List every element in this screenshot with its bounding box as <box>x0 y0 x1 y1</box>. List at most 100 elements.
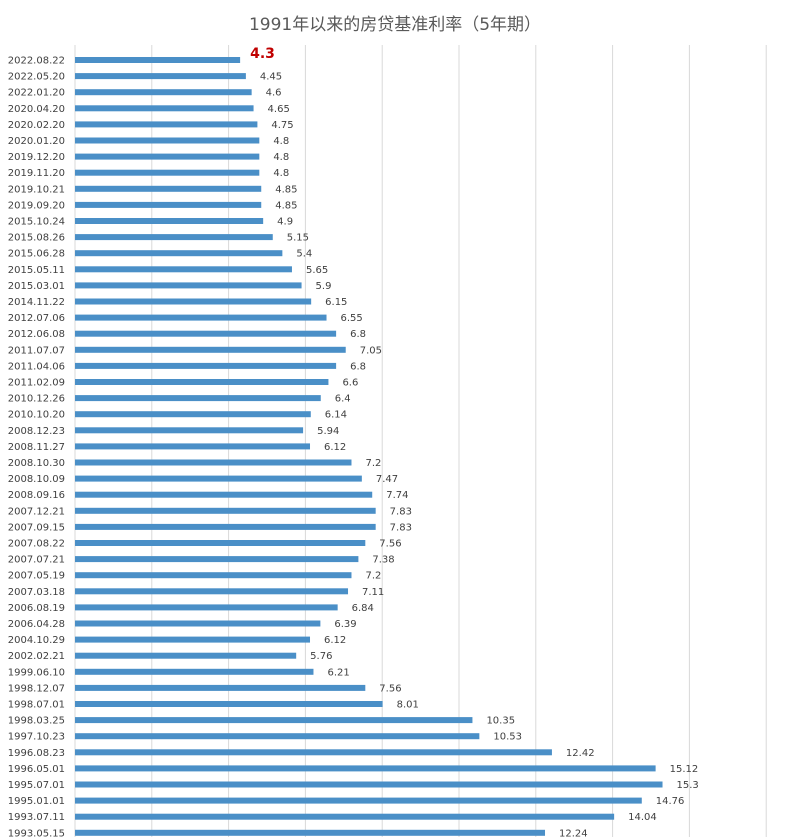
bar <box>75 379 329 385</box>
value-label: 7.2 <box>365 458 381 469</box>
value-label: 4.8 <box>273 168 289 179</box>
bar <box>75 684 366 691</box>
category-label: 1993.05.15 <box>8 828 65 837</box>
bar <box>75 282 302 289</box>
bar <box>75 733 480 740</box>
bar <box>75 620 321 627</box>
category-label: 2010.12.26 <box>8 394 65 405</box>
bar <box>75 89 252 96</box>
category-label: 2006.08.19 <box>8 603 65 614</box>
bar <box>75 765 656 772</box>
category-label: 2022.05.20 <box>8 72 65 83</box>
value-label: 7.11 <box>362 587 384 598</box>
value-label: 6.6 <box>342 378 358 389</box>
bar <box>75 475 362 482</box>
category-label: 2015.05.11 <box>8 265 65 276</box>
category-label: 2007.09.15 <box>8 522 65 533</box>
category-label: 2008.09.16 <box>8 490 65 501</box>
bar <box>75 121 258 128</box>
bar <box>75 443 311 450</box>
bar <box>75 556 359 563</box>
value-label: 6.21 <box>327 667 349 678</box>
bar <box>75 105 254 112</box>
bar <box>75 330 337 337</box>
value-label: 4.85 <box>275 200 297 211</box>
value-label: 4.45 <box>260 72 282 83</box>
bar <box>75 427 304 434</box>
value-label: 7.56 <box>379 539 401 550</box>
category-label: 2014.11.22 <box>8 297 65 308</box>
value-label: 12.24 <box>559 828 588 837</box>
value-label: 7.2 <box>365 571 381 582</box>
category-label: 1996.05.01 <box>8 764 65 775</box>
category-label: 1996.08.23 <box>8 748 65 759</box>
bar <box>75 636 311 643</box>
bar <box>75 781 663 788</box>
value-label: 4.8 <box>273 152 289 163</box>
bar <box>75 57 241 63</box>
category-label: 1993.07.11 <box>8 812 65 823</box>
bar <box>75 540 366 546</box>
bar <box>75 362 337 369</box>
category-label: 2011.07.07 <box>8 345 65 356</box>
category-label: 2022.08.22 <box>8 56 65 67</box>
category-label: 2007.07.21 <box>8 555 65 566</box>
category-label: 2012.07.06 <box>8 313 65 324</box>
category-label: 2004.10.29 <box>8 635 65 646</box>
category-label: 2007.03.18 <box>8 587 65 598</box>
category-label: 2007.05.19 <box>8 571 65 582</box>
bar <box>75 588 349 595</box>
bar <box>75 346 346 353</box>
category-label: 2007.12.21 <box>8 506 65 517</box>
category-label: 2002.02.21 <box>8 651 65 662</box>
value-label: 7.83 <box>390 522 412 533</box>
category-label: 1995.07.01 <box>8 780 65 791</box>
category-label: 2020.04.20 <box>8 104 65 115</box>
value-label: 8.01 <box>397 700 419 711</box>
bar <box>75 298 312 305</box>
value-label: 15.12 <box>670 764 699 775</box>
category-label: 2015.10.24 <box>8 217 65 228</box>
value-label: 14.04 <box>628 812 657 823</box>
bar <box>75 185 262 192</box>
category-label: 2019.11.20 <box>8 168 65 179</box>
category-labels: 2022.08.22 2022.05.20 2022.01.20 2020.04.20… <box>8 56 65 837</box>
bar <box>75 411 311 418</box>
bar <box>75 459 352 466</box>
value-label: 10.53 <box>493 732 522 743</box>
bar <box>75 507 376 514</box>
bar <box>75 218 264 224</box>
value-label: 7.56 <box>379 683 401 694</box>
value-label: 7.83 <box>390 506 412 517</box>
value-label: 6.14 <box>325 410 347 421</box>
category-label: 1999.06.10 <box>8 667 65 678</box>
value-label: 4.8 <box>273 136 289 147</box>
value-label: 6.39 <box>334 619 356 630</box>
bar <box>75 201 262 208</box>
category-label: 1997.10.23 <box>8 732 65 743</box>
value-label: 12.42 <box>566 748 595 759</box>
bar <box>75 652 297 659</box>
category-label: 2020.02.20 <box>8 120 65 131</box>
bars <box>75 57 663 836</box>
value-label: 6.8 <box>350 329 366 340</box>
category-label: 2011.02.09 <box>8 378 65 389</box>
value-label: 6.4 <box>335 394 351 405</box>
value-label: 6.8 <box>350 361 366 372</box>
category-label: 2019.10.21 <box>8 184 65 195</box>
value-label: 6.15 <box>325 297 347 308</box>
category-label: 2008.12.23 <box>8 426 65 437</box>
value-label: 14.76 <box>656 796 685 807</box>
bar <box>75 73 246 80</box>
value-label: 6.12 <box>324 442 346 453</box>
bar <box>75 572 352 579</box>
bar <box>75 749 552 756</box>
bar <box>75 395 321 402</box>
category-label: 1998.12.07 <box>8 683 65 694</box>
category-label: 2006.04.28 <box>8 619 65 630</box>
category-label: 2011.04.06 <box>8 361 65 372</box>
bar <box>75 169 260 176</box>
value-labels: 4.3 4.45 4.6 4.65 4.75 4.8 4.8 4.8 4.85 4.85 4.9 5.… <box>250 46 699 837</box>
value-label: 4.85 <box>275 184 297 195</box>
